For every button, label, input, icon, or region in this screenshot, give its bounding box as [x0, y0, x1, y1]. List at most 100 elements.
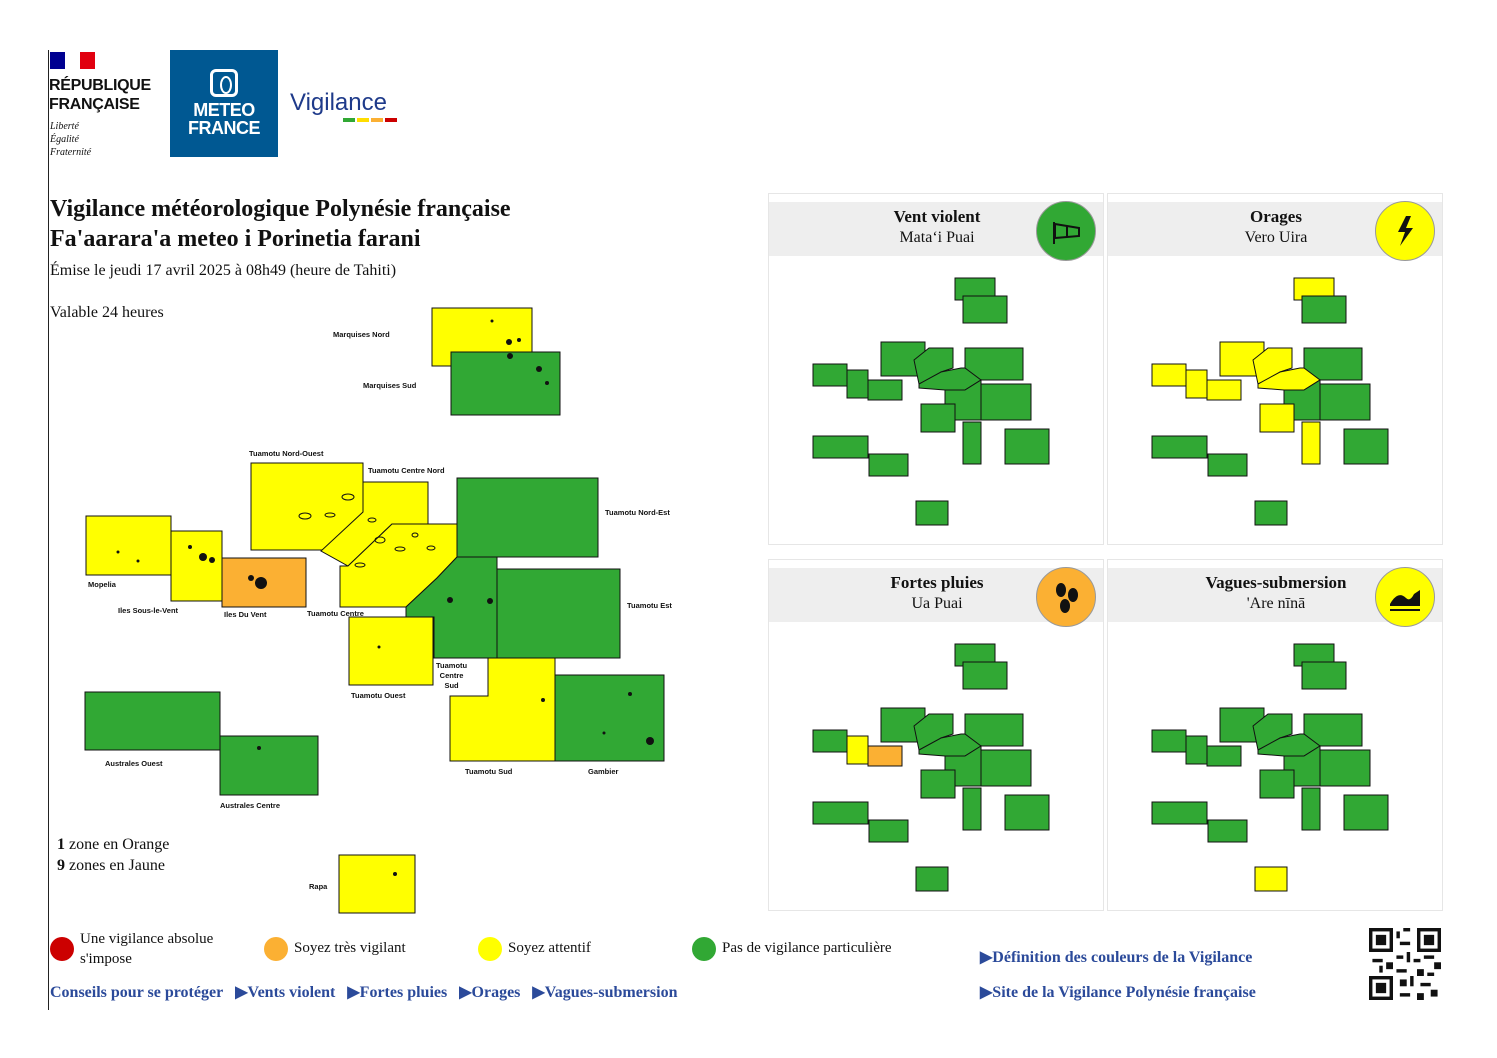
rain-drops-icon — [1036, 567, 1096, 627]
advice-links: Conseils pour se protéger ▶Vents violent… — [50, 982, 685, 1002]
left-margin-line — [48, 50, 49, 1010]
legend-yellow-dot — [478, 937, 502, 961]
vigilance-logo-bar — [343, 118, 397, 122]
panel-vagues-submersion: Vagues-submersion 'Are nīnā — [1107, 559, 1443, 911]
zone-australes-ouest — [84, 691, 221, 751]
zone-tuamotu-nord-est — [456, 477, 599, 558]
mini-zone-marquises-sud — [1301, 661, 1347, 690]
mini-zone-iles-du-vent — [867, 745, 903, 767]
mini-zone-marquises-sud — [962, 661, 1008, 690]
zone-tuamotu-centre-sud — [405, 556, 498, 659]
mini-map — [1151, 277, 1389, 526]
mini-zone-tuamotu-est — [1319, 383, 1371, 421]
label-tuamotu-centre-sud: Tuamotu Centre Sud — [436, 661, 468, 690]
mini-map — [1151, 643, 1389, 892]
panel-vent-violent: Vent violent Mataʻi Puai — [768, 193, 1104, 545]
mini-zone-tuamotu-ouest — [920, 403, 956, 433]
mini-zone-gambier — [1343, 428, 1389, 465]
republique-francaise-logo: RÉPUBLIQUE FRANÇAISE — [49, 77, 151, 113]
mini-zone-australes-centre — [868, 453, 909, 477]
mini-zone-rapa — [915, 500, 949, 526]
zone-iles-sous-le-vent — [170, 530, 223, 602]
zone-marquises-sud — [450, 351, 561, 416]
mini-zone-australes-ouest — [1151, 801, 1208, 825]
mini-zone-tuamotu-sud — [1301, 787, 1321, 831]
lightning-icon — [1375, 201, 1435, 261]
qr-code[interactable] — [1369, 928, 1441, 1000]
mini-zone-tuamotu-sud — [962, 421, 982, 465]
link-conseils[interactable]: Conseils pour se protéger — [50, 984, 224, 1001]
mini-zone-iles-sous-le-vent — [1185, 735, 1208, 765]
mini-zone-iles-sous-le-vent — [846, 735, 869, 765]
mini-zone-tuamotu-est — [980, 749, 1032, 787]
mini-zone-mopelia — [812, 729, 848, 753]
mini-zone-tuamotu-ouest — [1259, 769, 1295, 799]
mini-zone-rapa — [915, 866, 949, 892]
mini-zone-iles-sous-le-vent — [1185, 369, 1208, 399]
issue-date: Émise le jeudi 17 avril 2025 à 08h49 (he… — [50, 262, 397, 279]
panel-subtitle: Ua Puai — [911, 595, 963, 612]
zone-tuamotu-est — [496, 568, 621, 659]
panel-subtitle: Vero Uira — [1244, 229, 1308, 246]
validity: Valable 24 heures — [50, 304, 164, 321]
mini-map — [812, 643, 1050, 892]
legend-red-label: Une vigilance absolue s'impose — [80, 931, 214, 967]
panel-title: Fortes pluies — [890, 573, 984, 592]
label-australes-centre: Australes Centre — [220, 801, 281, 810]
panel-fortes-pluies: Fortes pluies Ua Puai — [768, 559, 1104, 911]
mini-zone-australes-centre — [868, 819, 909, 843]
zone-australes-centre — [219, 735, 319, 796]
wind-sock-icon — [1036, 201, 1096, 261]
mini-zone-australes-ouest — [1151, 435, 1208, 459]
legend-red-dot — [50, 937, 74, 961]
republic-motto: Liberté Égalité Fraternité — [50, 121, 92, 158]
french-flag-logo — [50, 52, 95, 69]
label-tuamotu-ouest: Tuamotu Ouest — [351, 691, 406, 700]
link-orages[interactable]: ▶Orages — [459, 984, 521, 1001]
mini-map — [812, 277, 1050, 526]
meteo-france-logo: METEO FRANCE — [170, 50, 278, 157]
legend-yellow-label: Soyez attentif — [508, 940, 591, 956]
panel-orages: Orages Vero Uira — [1107, 193, 1443, 545]
zone-mopelia — [85, 515, 172, 576]
mini-zone-tuamotu-ouest — [1259, 403, 1295, 433]
legend-orange-dot — [264, 937, 288, 961]
panel-title: Vagues-submersion — [1205, 573, 1347, 592]
label-tuamotu-nord-est: Tuamotu Nord-Est — [605, 508, 670, 517]
label-tuamotu-sud: Tuamotu Sud — [465, 767, 513, 776]
label-iles-du-vent: Iles Du Vent — [224, 610, 267, 619]
meteo-france-icon — [210, 69, 238, 97]
label-tuamotu-nord-ouest: Tuamotu Nord-Ouest — [249, 449, 324, 458]
mini-zone-tuamotu-sud — [1301, 421, 1321, 465]
mini-zone-tuamotu-est — [1319, 749, 1371, 787]
link-site[interactable]: ▶Site de la Vigilance Polynésie français… — [980, 984, 1256, 1001]
mini-zone-tuamotu-est — [980, 383, 1032, 421]
zone-rapa — [338, 854, 416, 914]
mini-zone-iles-du-vent — [867, 379, 903, 401]
label-tuamotu-centre-nord: Tuamotu Centre Nord — [368, 466, 445, 475]
label-rapa: Rapa — [309, 882, 328, 891]
mini-zone-gambier — [1004, 428, 1050, 465]
mini-zone-australes-centre — [1207, 453, 1248, 477]
mini-zone-mopelia — [1151, 363, 1187, 387]
label-tuamotu-centre: Tuamotu Centre — [307, 609, 364, 618]
mini-zone-iles-du-vent — [1206, 745, 1242, 767]
legend-orange-label: Soyez très vigilant — [294, 940, 406, 956]
link-vagues[interactable]: ▶Vagues-submersion — [532, 984, 678, 1001]
mini-zone-marquises-sud — [1301, 295, 1347, 324]
mini-zone-gambier — [1343, 794, 1389, 831]
link-definition[interactable]: ▶Définition des couleurs de la Vigilance — [980, 949, 1253, 966]
mini-zone-australes-ouest — [812, 801, 869, 825]
mini-zone-australes-centre — [1207, 819, 1248, 843]
label-marquises-sud: Marquises Sud — [363, 381, 417, 390]
label-gambier: Gambier — [588, 767, 619, 776]
legend-green-label: Pas de vigilance particulière — [722, 940, 892, 956]
panel-subtitle: Mataʻi Puai — [899, 229, 975, 246]
vigilance-map — [84, 307, 665, 914]
mini-zone-mopelia — [812, 363, 848, 387]
legend-green-dot — [692, 937, 716, 961]
link-vents[interactable]: ▶Vents violent — [235, 984, 336, 1001]
mini-zone-marquises-sud — [962, 295, 1008, 324]
link-pluies[interactable]: ▶Fortes pluies — [347, 984, 448, 1001]
label-mopelia: Mopelia — [88, 580, 116, 589]
